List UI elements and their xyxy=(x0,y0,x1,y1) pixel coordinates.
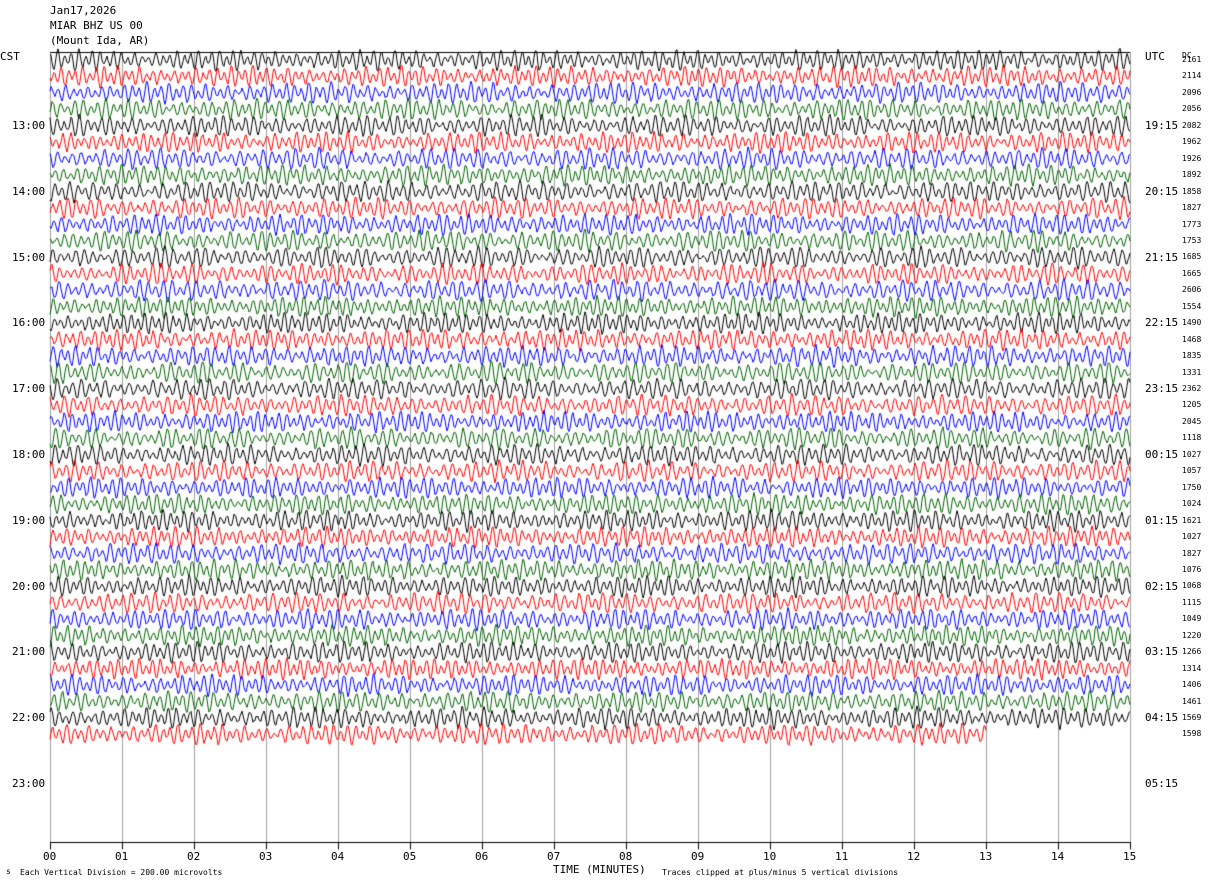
x-tick-label: 09 xyxy=(691,850,705,863)
date-title: Jan17,2026 xyxy=(50,4,117,17)
dc-offset-value: 1461 xyxy=(1182,696,1202,706)
left-hour-label: 21:00 xyxy=(12,645,46,659)
cst-axis-label: CST xyxy=(0,50,20,63)
dc-offset-value: 1621 xyxy=(1182,515,1202,525)
dc-offset-value: 1835 xyxy=(1182,351,1202,361)
dc-offset-value: 1057 xyxy=(1182,466,1202,476)
dc-offset-value: 2114 xyxy=(1182,71,1202,81)
dc-offset-value: 1205 xyxy=(1182,400,1202,410)
right-hour-label: 22:15 xyxy=(1145,316,1179,330)
left-hour-label: 18:00 xyxy=(12,448,46,461)
x-tick-label: 14 xyxy=(1051,850,1065,863)
dc-offset-value: 2045 xyxy=(1182,416,1202,426)
dc-offset-value: 1027 xyxy=(1182,532,1202,542)
x-tick-label: 13 xyxy=(979,850,993,863)
dc-offset-value: 2056 xyxy=(1182,104,1202,114)
dc-offset-value: 1962 xyxy=(1182,137,1202,147)
right-hour-label: 21:15 xyxy=(1145,250,1179,264)
dc-offset-value: 1753 xyxy=(1182,235,1202,245)
left-hour-label: 13:00 xyxy=(12,119,46,132)
x-tick-label: 05 xyxy=(403,850,417,863)
x-tick-label: 15 xyxy=(1123,850,1137,863)
dc-offset-value: 1049 xyxy=(1182,614,1202,624)
dc-offset-value: 1827 xyxy=(1182,203,1202,213)
dc-offset-value: 1685 xyxy=(1182,252,1202,262)
x-tick-label: 06 xyxy=(475,850,489,863)
dc-offset-value: 1115 xyxy=(1182,597,1202,607)
dc-offset-value: 2362 xyxy=(1182,384,1202,393)
x-tick-label: 07 xyxy=(547,850,561,863)
x-axis-title: TIME (MINUTES) xyxy=(553,863,646,876)
dc-offset-value: 1750 xyxy=(1182,482,1202,492)
dc-offset-value: 2096 xyxy=(1182,87,1202,97)
right-hour-label: 04:15 xyxy=(1145,711,1179,725)
dc-offset-value: 2161 xyxy=(1182,55,1202,64)
left-hour-label: 20:00 xyxy=(12,579,46,593)
left-hour-label: 16:00 xyxy=(12,316,46,330)
dc-offset-value: 1665 xyxy=(1182,268,1202,278)
x-tick-label: 02 xyxy=(187,850,201,863)
dc-offset-value: 1406 xyxy=(1182,680,1202,690)
x-tick-label: 08 xyxy=(619,850,633,863)
dc-offset-value: 1314 xyxy=(1182,663,1202,673)
clip-note: Traces clipped at plus/minus 5 vertical … xyxy=(662,868,899,877)
left-hour-label: 19:00 xyxy=(12,513,46,527)
dc-offset-value: 1858 xyxy=(1182,186,1202,196)
x-tick-label: 12 xyxy=(907,850,921,863)
corner-mark: s xyxy=(6,867,11,876)
location-title: (Mount Ida, AR) xyxy=(50,34,150,47)
dc-offset-value: 1892 xyxy=(1182,170,1202,180)
dc-offset-value: 1490 xyxy=(1182,318,1202,328)
dc-offset-value: 1468 xyxy=(1182,334,1202,344)
right-hour-label: 03:15 xyxy=(1145,645,1179,659)
right-hour-label: 19:15 xyxy=(1145,119,1179,132)
dc-offset-value: 1118 xyxy=(1182,433,1202,443)
dc-offset-value: 1076 xyxy=(1182,564,1202,574)
dc-offset-value: 2606 xyxy=(1182,285,1202,295)
dc-offset-value: 1024 xyxy=(1182,499,1202,509)
left-hour-label: 17:00 xyxy=(12,382,46,396)
left-hour-label: 23:00 xyxy=(12,777,46,790)
x-tick-label: 03 xyxy=(259,850,273,863)
dc-offset-value: 1926 xyxy=(1182,153,1202,163)
dc-offset-value: 1554 xyxy=(1182,301,1202,311)
dc-offset-value: 2082 xyxy=(1182,120,1202,130)
right-hour-label: 02:15 xyxy=(1145,579,1179,593)
x-tick-label: 04 xyxy=(331,850,345,863)
right-hour-label: 05:15 xyxy=(1145,777,1179,790)
dc-offset-value: 1266 xyxy=(1182,647,1202,657)
x-tick-label: 10 xyxy=(763,850,777,863)
dc-offset-value: 1331 xyxy=(1182,367,1202,377)
dc-offset-value: 1598 xyxy=(1182,729,1202,739)
left-hour-label: 15:00 xyxy=(12,250,46,264)
dc-offset-value: 1027 xyxy=(1182,449,1202,459)
right-hour-label: 00:15 xyxy=(1145,448,1179,461)
utc-axis-label: UTC xyxy=(1145,50,1165,63)
right-hour-label: 20:15 xyxy=(1145,184,1179,198)
x-tick-label: 01 xyxy=(115,850,129,863)
left-hour-label: 14:00 xyxy=(12,184,46,198)
station-title: MIAR BHZ US 00 xyxy=(50,19,143,32)
dc-offset-value: 1068 xyxy=(1182,581,1202,591)
x-tick-label: 11 xyxy=(835,850,849,863)
dc-offset-value: 1220 xyxy=(1182,630,1202,640)
dc-offset-value: 1827 xyxy=(1182,548,1202,558)
scale-note: Each Vertical Division = 200.00 microvol… xyxy=(20,868,223,877)
dc-offset-value: 1773 xyxy=(1182,219,1202,229)
x-tick-label: 00 xyxy=(43,850,57,863)
right-hour-label: 01:15 xyxy=(1145,513,1179,527)
right-hour-label: 23:15 xyxy=(1145,382,1179,396)
dc-header: DC xyxy=(1182,51,1192,60)
left-hour-label: 22:00 xyxy=(12,711,46,725)
dc-offset-value: 1569 xyxy=(1182,713,1202,722)
